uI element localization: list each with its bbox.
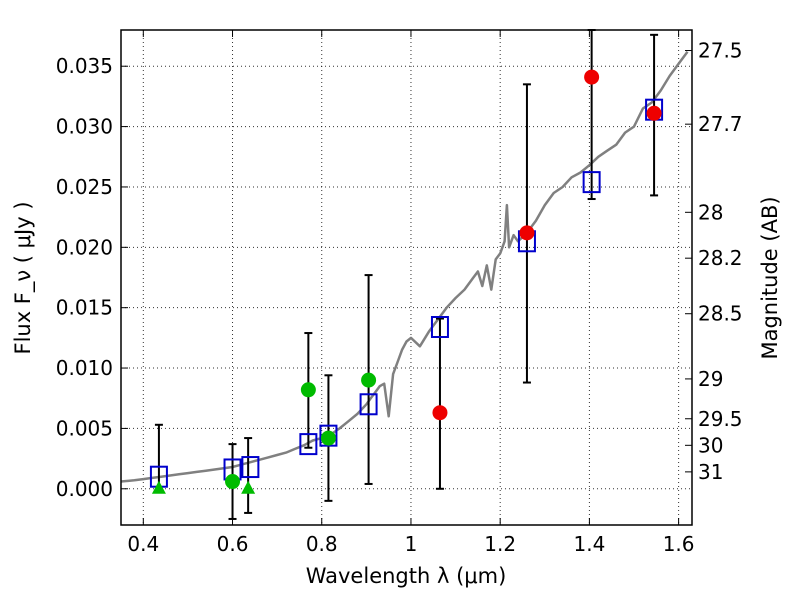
square-marker	[299, 433, 318, 456]
plot-frame	[120, 29, 693, 526]
circle-marker	[646, 105, 662, 121]
circle-marker	[432, 405, 448, 421]
x-tick-label: 1.4	[573, 532, 605, 556]
x-tick-label: 0.4	[127, 532, 159, 556]
circle-marker	[584, 69, 600, 85]
y-tick-label: 0.010	[56, 356, 113, 380]
mag-tick-label: 27.7	[698, 112, 743, 136]
square-marker	[582, 171, 601, 194]
mag-tick-label: 28	[698, 200, 723, 224]
circle-marker	[300, 382, 316, 398]
data-markers	[149, 69, 664, 494]
x-tick-label: 0.8	[306, 532, 338, 556]
x-tick-label: 1	[405, 532, 418, 556]
y-tick-label: 0.030	[56, 115, 113, 139]
mag-tick-label: 30	[698, 433, 723, 457]
x-tick-label: 1.6	[663, 532, 695, 556]
right-axis-label: Magnitude (AB)	[758, 196, 782, 359]
axes	[120, 29, 693, 526]
square-marker	[241, 456, 260, 479]
mag-tick-label: 29	[698, 367, 723, 391]
x-tick-label: 1.2	[484, 532, 516, 556]
y-tick-label: 0.015	[56, 296, 113, 320]
y-tick-label: 0.020	[56, 235, 113, 259]
x-tick-label: 0.6	[217, 532, 249, 556]
spectrum-line	[120, 50, 689, 483]
mag-tick-label: 31	[698, 460, 723, 484]
y-tick-label: 0.005	[56, 416, 113, 440]
y-tick-label: 0.035	[56, 54, 113, 78]
circle-marker	[225, 474, 241, 490]
circle-marker	[320, 430, 336, 446]
mag-tick-label: 28.5	[698, 302, 743, 326]
y-tick-label: 0.000	[56, 477, 113, 501]
circle-marker	[361, 372, 377, 388]
mag-tick-label: 28.2	[698, 246, 743, 270]
square-marker	[319, 424, 338, 447]
y-axis-label: Flux F_ν ( μJy )	[11, 201, 36, 354]
mag-tick-label: 29.5	[698, 407, 743, 431]
square-marker	[430, 316, 449, 338]
y-tick-label: 0.025	[56, 175, 113, 199]
triangle-marker	[241, 480, 256, 494]
model-spectrum	[120, 50, 689, 483]
x-axis-label: Wavelength λ (μm)	[306, 564, 507, 588]
square-marker	[359, 393, 378, 416]
circle-marker	[519, 225, 535, 241]
triangle-marker	[151, 480, 166, 494]
ticks: 0.4 0.6 0.8 1 1.2 1.4 1.6 0.000 0.005 0.010 0.015 0…	[56, 30, 743, 556]
mag-tick-label: 27.5	[698, 39, 743, 63]
grid	[121, 30, 692, 525]
